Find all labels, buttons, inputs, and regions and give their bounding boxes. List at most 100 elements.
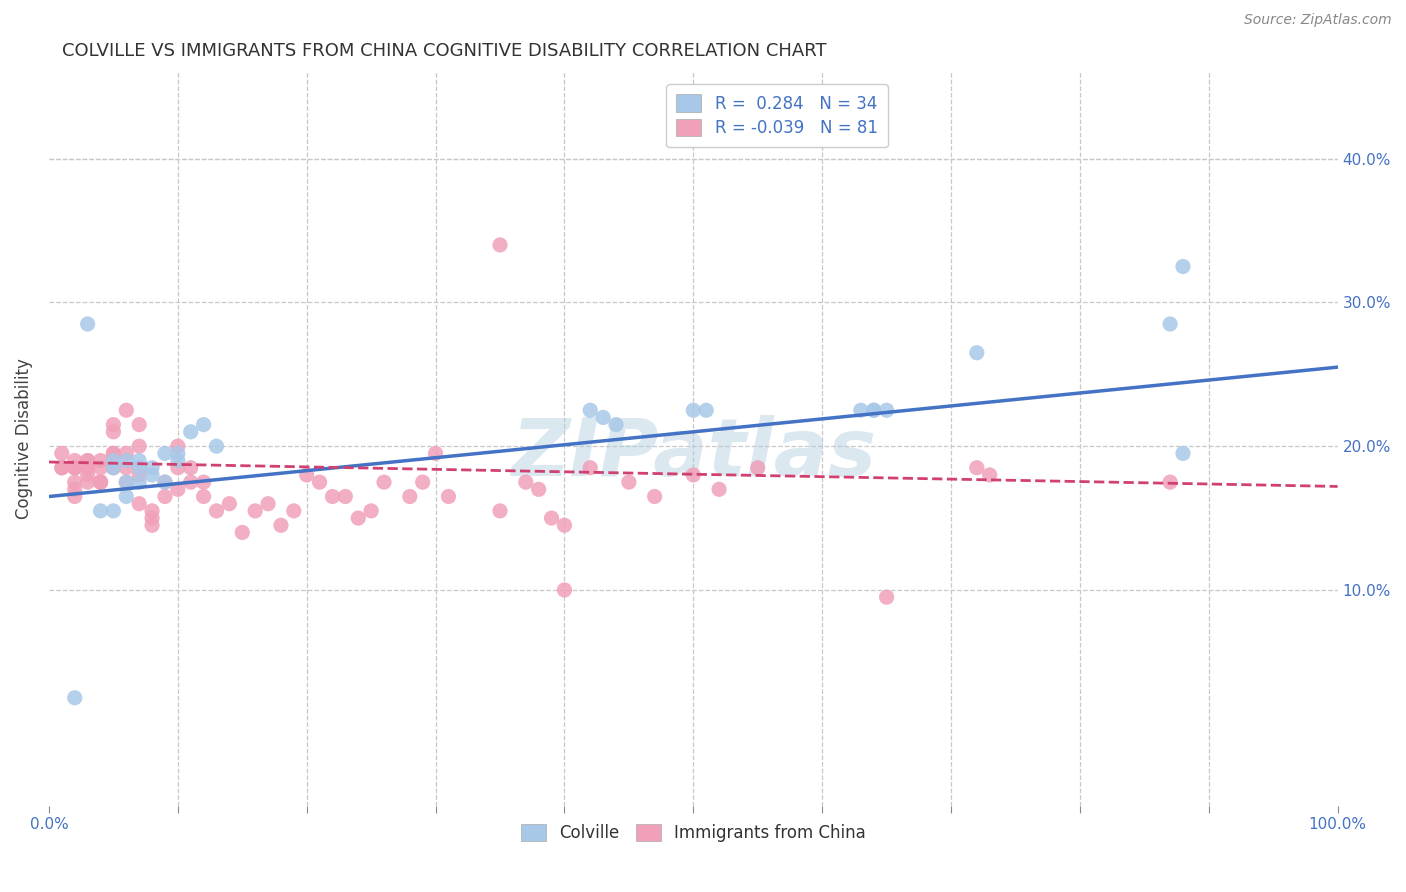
Point [966,460,988,475]
Point [128,439,150,453]
Point [51,446,73,460]
Point [605,417,627,432]
Point [166,453,188,467]
Point [141,518,163,533]
Point [257,497,280,511]
Point [166,439,188,453]
Point [63,460,86,475]
Point [51,460,73,475]
Point [166,460,188,475]
Point [76,453,98,467]
Point [63,460,86,475]
Point [849,403,872,417]
Text: COLVILLE VS IMMIGRANTS FROM CHINA COGNITIVE DISABILITY CORRELATION CHART: COLVILLE VS IMMIGRANTS FROM CHINA COGNIT… [62,42,827,60]
Point [128,417,150,432]
Point [862,403,884,417]
Text: Source: ZipAtlas.com: Source: ZipAtlas.com [1244,13,1392,28]
Point [115,446,138,460]
Point [115,460,138,475]
Point [128,460,150,475]
Point [180,460,202,475]
Point [128,475,150,490]
Point [63,453,86,467]
Point [553,518,575,533]
Point [89,453,111,467]
Point [321,490,343,504]
Point [166,483,188,497]
Point [89,475,111,490]
Point [51,460,73,475]
Point [489,238,512,252]
Point [682,403,704,417]
Point [579,460,602,475]
Point [398,490,420,504]
Point [103,425,125,439]
Point [115,453,138,467]
Point [103,504,125,518]
Point [89,475,111,490]
Point [89,504,111,518]
Point [373,475,395,490]
Point [63,460,86,475]
Point [553,582,575,597]
Point [103,446,125,460]
Point [979,467,1001,482]
Point [579,403,602,417]
Point [876,403,898,417]
Point [205,504,228,518]
Point [141,460,163,475]
Point [527,483,550,497]
Point [103,460,125,475]
Point [243,504,266,518]
Point [218,497,240,511]
Point [540,511,562,525]
Point [412,475,434,490]
Point [141,504,163,518]
Point [193,490,215,504]
Point [335,490,357,504]
Point [115,475,138,490]
Point [707,483,730,497]
Point [231,525,253,540]
Point [193,475,215,490]
Point [283,504,305,518]
Point [695,403,717,417]
Point [166,446,188,460]
Point [347,511,370,525]
Point [180,425,202,439]
Point [115,490,138,504]
Point [489,504,512,518]
Point [747,460,769,475]
Point [270,518,292,533]
Point [76,460,98,475]
Point [76,317,98,331]
Point [425,446,447,460]
Point [515,475,537,490]
Point [153,446,176,460]
Point [966,345,988,359]
Point [76,453,98,467]
Point [592,410,614,425]
Point [1159,317,1181,331]
Point [644,490,666,504]
Point [876,590,898,604]
Point [205,439,228,453]
Point [103,453,125,467]
Point [76,467,98,482]
Point [128,467,150,482]
Point [295,467,318,482]
Point [1171,260,1194,274]
Point [1171,446,1194,460]
Point [180,475,202,490]
Point [103,417,125,432]
Point [63,690,86,705]
Legend: R =  0.284   N = 34, R = -0.039   N = 81: R = 0.284 N = 34, R = -0.039 N = 81 [666,85,887,147]
Point [128,497,150,511]
Point [153,490,176,504]
Point [1159,475,1181,490]
Point [141,467,163,482]
Point [153,475,176,490]
Point [103,460,125,475]
Point [682,467,704,482]
Point [89,475,111,490]
